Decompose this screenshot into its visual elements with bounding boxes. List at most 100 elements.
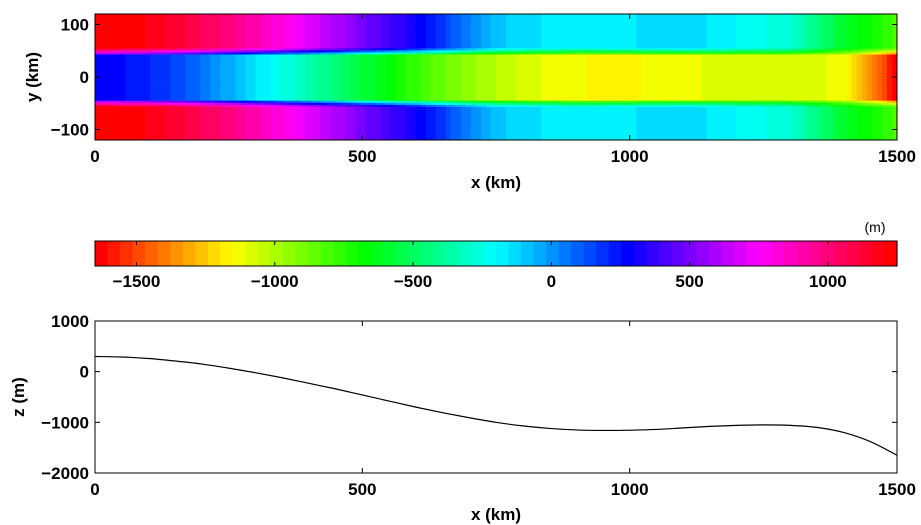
heatmap-cell [405,39,412,42]
heatmap-cell [380,114,387,118]
heatmap-cell [230,47,236,51]
heatmap-cell [120,51,126,55]
heatmap-cell [265,125,272,128]
heatmap-cell [110,53,116,57]
heatmap-cell [320,47,327,51]
heatmap-cell [265,137,272,140]
heatmap-cell [325,119,332,122]
heatmap-cell [330,28,337,32]
heatmap-cell [200,100,206,103]
heatmap-cell [330,37,337,40]
heatmap-cell [190,123,196,126]
heatmap-cell [135,41,141,44]
heatmap-cell [130,45,136,49]
heatmap-cell [360,37,367,40]
heatmap-cell [385,91,392,95]
heatmap-cell [200,131,206,135]
heatmap-cell [355,106,362,110]
heatmap-cell [235,110,241,114]
heatmap-cell [105,125,111,128]
heatmap-cell [125,74,131,78]
heatmap-cell [170,18,176,21]
heatmap-cell [305,66,312,70]
heatmap-cell [175,131,181,135]
heatmap-cell [195,18,201,21]
heatmap-cell [310,49,317,53]
heatmap-cell [115,87,121,91]
heatmap-cell [320,104,327,107]
heatmap-cell [390,56,397,59]
heatmap-cell [250,14,256,17]
heatmap-cell [140,106,146,110]
heatmap-cell [155,114,161,118]
heatmap-cell [255,62,262,65]
heatmap-cell [215,77,221,80]
heatmap-cell [315,14,322,17]
heatmap-cell [165,43,171,47]
heatmap-cell [405,70,412,74]
heatmap-cell [150,110,156,114]
heatmap-cell [395,14,402,17]
heatmap-cell [400,104,407,107]
heatmap-cell [295,30,302,34]
heatmap-cell [225,53,231,57]
heatmap-cell [230,83,236,86]
heatmap-cell [265,58,272,61]
heatmap-cell [370,127,377,131]
heatmap-cell [110,93,116,97]
heatmap-cell [215,72,221,76]
heatmap-cell [270,114,277,118]
heatmap-cell [185,116,191,120]
heatmap-cell [225,83,231,86]
heatmap-cell [360,56,367,59]
heatmap-cell [290,121,297,124]
heatmap-cell [105,51,111,55]
heatmap-cell [310,121,317,124]
heatmap-cell [360,116,367,120]
heatmap-cell [185,81,191,84]
heatmap-cell [285,43,292,47]
heatmap-cell [315,116,322,120]
heatmap-cell [175,98,181,101]
heatmap-cell [250,70,256,74]
heatmap-cell [245,18,251,21]
heatmap-cell [375,22,382,26]
heatmap-cell [245,30,251,34]
heatmap-cell [265,47,272,51]
heatmap-cell [155,24,161,28]
heatmap-cell [235,123,241,126]
heatmap-cell [185,102,191,105]
heatmap-cell [190,74,196,78]
heatmap-cell [360,53,367,57]
heatmap-cell [220,32,226,36]
heatmap-cell [230,127,236,131]
heatmap-cell [390,30,397,34]
heatmap-cell [350,66,357,70]
heatmap-cell [95,87,101,91]
heatmap-cell [150,112,156,116]
heatmap-cell [185,26,191,30]
heatmap-cell [250,72,256,76]
heatmap-cell [295,64,302,68]
heatmap-cell [200,66,206,70]
heatmap-cell [95,100,101,103]
heatmap-cell [360,14,367,17]
heatmap-cell [310,133,317,137]
heatmap-cell [180,58,186,61]
heatmap-cell [280,14,287,17]
heatmap-cell [250,98,256,101]
heatmap-cell [395,47,402,51]
heatmap-cell [170,60,176,63]
heatmap-cell [135,58,141,61]
heatmap-cell [270,137,277,140]
heatmap-cell [355,123,362,126]
heatmap-cell [175,121,181,124]
heatmap-cell [365,133,372,137]
heatmap-cell [110,16,116,19]
heatmap-cell [145,112,151,116]
heatmap-cell [125,95,131,99]
heatmap-cell [225,51,231,55]
heatmap-cell [215,121,221,124]
heatmap-cell [210,116,216,120]
heatmap-cell [350,20,357,23]
